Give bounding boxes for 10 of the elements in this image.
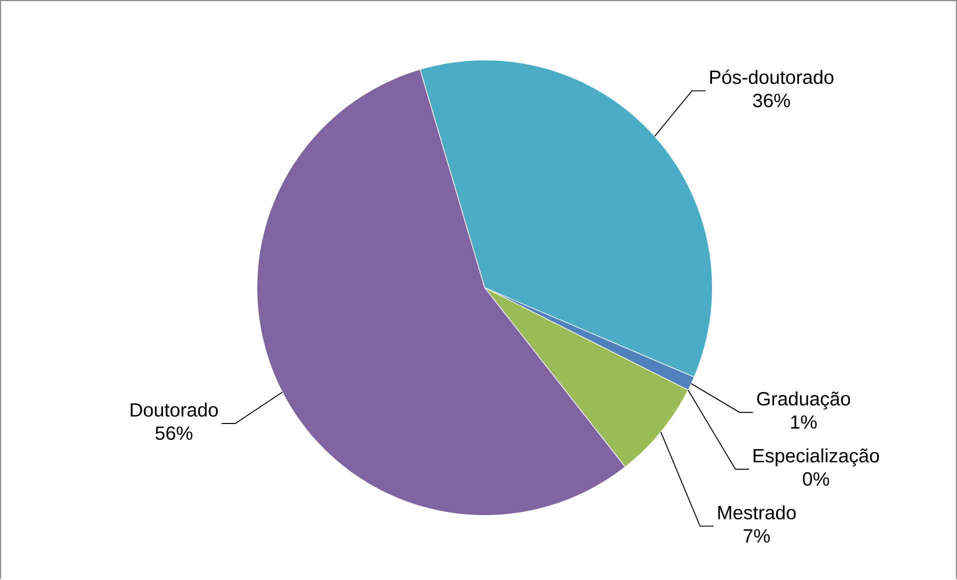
data-label: 36% xyxy=(753,94,790,108)
text: 0% xyxy=(802,472,830,486)
category-label: Especialização xyxy=(754,448,879,467)
data-label: 56% xyxy=(156,426,192,440)
data-label: 1% xyxy=(791,416,817,429)
slice-label: Mestrado xyxy=(718,506,796,520)
slice-label: Graduação xyxy=(757,392,850,410)
slice-label: Pós-doutorado xyxy=(710,70,834,84)
slice-label: Doutorado xyxy=(130,402,218,417)
data-label: 7% xyxy=(744,529,770,543)
